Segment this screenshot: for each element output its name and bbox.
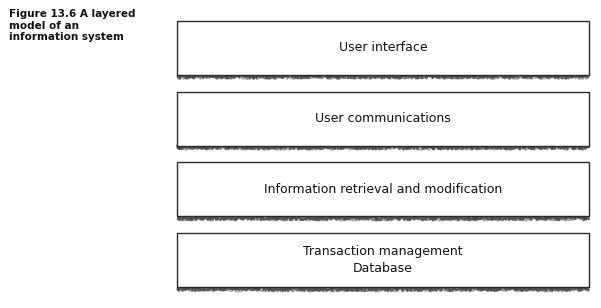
Text: User interface: User interface [339,41,427,54]
Text: Figure 13.6 A layered
model of an
information system: Figure 13.6 A layered model of an inform… [9,9,135,43]
FancyBboxPatch shape [177,163,589,216]
FancyBboxPatch shape [177,21,589,75]
FancyBboxPatch shape [177,92,589,145]
Text: Information retrieval and modification: Information retrieval and modification [264,183,502,196]
Text: User communications: User communications [316,112,451,125]
FancyBboxPatch shape [177,233,589,287]
Text: Transaction management
Database: Transaction management Database [304,245,463,275]
